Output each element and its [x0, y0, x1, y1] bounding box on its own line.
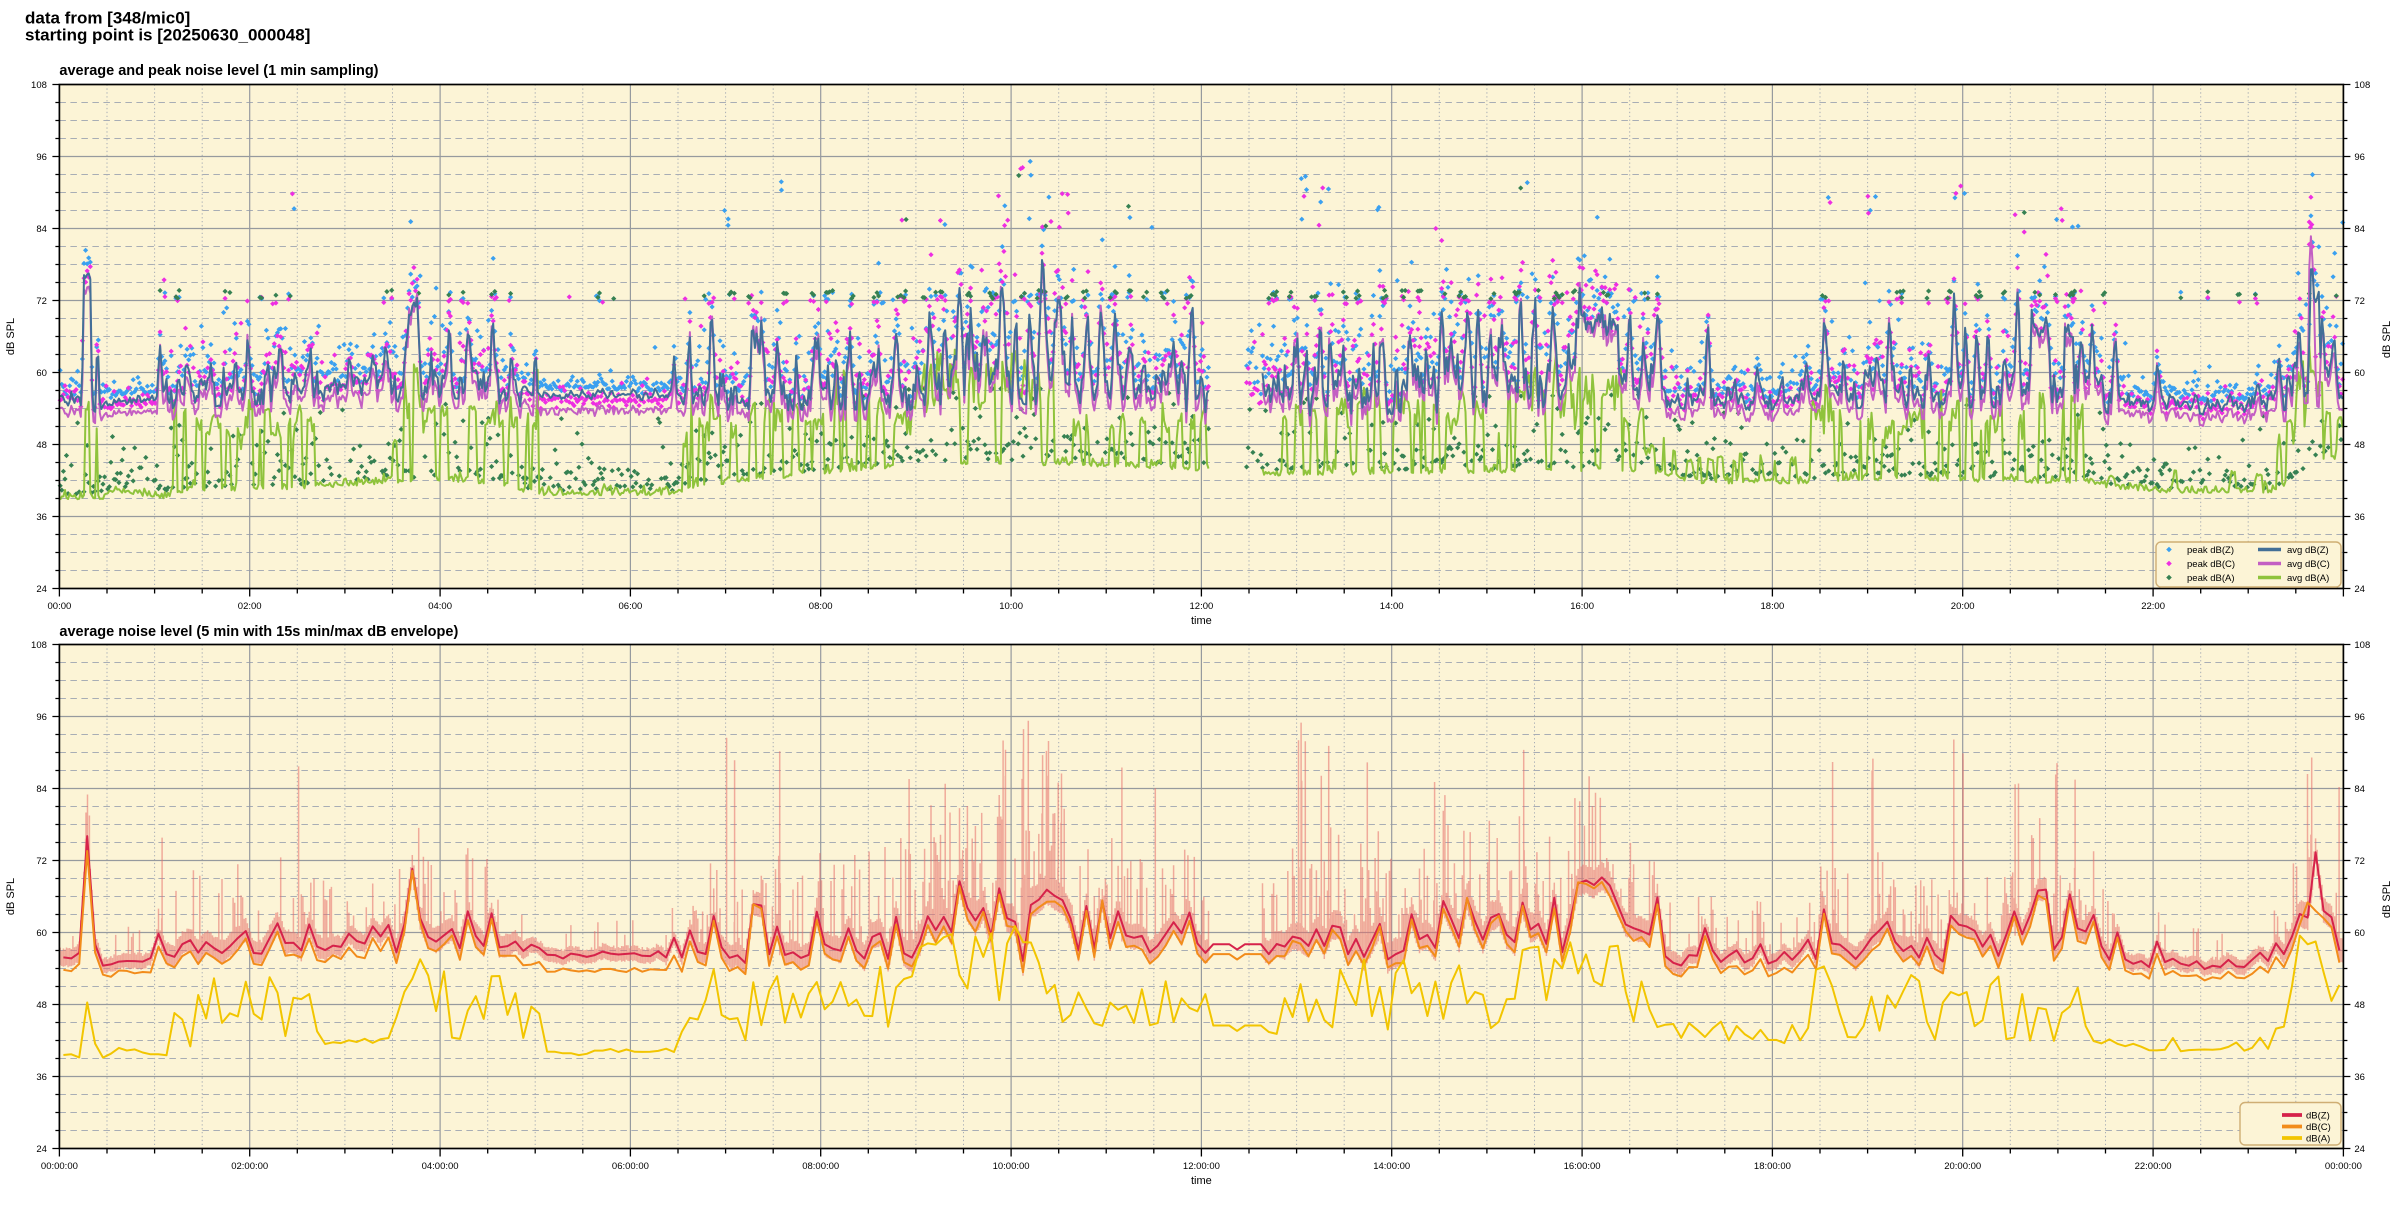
svg-text:00:00:00: 00:00:00 — [41, 1161, 78, 1172]
svg-text:06:00:00: 06:00:00 — [612, 1161, 649, 1172]
svg-text:00:00: 00:00 — [48, 601, 72, 612]
svg-text:avg dB(C): avg dB(C) — [2287, 559, 2330, 570]
svg-text:20:00: 20:00 — [1951, 601, 1975, 612]
svg-text:10:00:00: 10:00:00 — [993, 1161, 1030, 1172]
svg-text:72: 72 — [36, 296, 47, 307]
svg-text:84: 84 — [36, 224, 47, 235]
svg-text:60: 60 — [36, 928, 47, 939]
svg-text:08:00:00: 08:00:00 — [802, 1161, 839, 1172]
svg-text:22:00: 22:00 — [2141, 601, 2165, 612]
svg-text:24: 24 — [36, 584, 47, 595]
svg-text:dB(Z): dB(Z) — [2306, 1111, 2330, 1122]
svg-text:dB(C): dB(C) — [2306, 1122, 2331, 1133]
svg-text:60: 60 — [2354, 928, 2365, 939]
svg-text:96: 96 — [2354, 152, 2365, 163]
svg-text:peak dB(Z): peak dB(Z) — [2187, 545, 2234, 556]
svg-text:12:00: 12:00 — [1190, 601, 1214, 612]
svg-text:36: 36 — [2354, 1072, 2365, 1083]
svg-text:16:00: 16:00 — [1570, 601, 1594, 612]
svg-text:data from [348/mic0]: data from [348/mic0] — [25, 9, 190, 28]
svg-text:18:00: 18:00 — [1761, 601, 1785, 612]
svg-text:60: 60 — [2354, 368, 2365, 379]
svg-text:84: 84 — [36, 784, 47, 795]
svg-text:108: 108 — [2354, 80, 2370, 91]
svg-text:dB SPL: dB SPL — [2381, 881, 2393, 918]
svg-text:06:00: 06:00 — [619, 601, 643, 612]
svg-text:48: 48 — [2354, 440, 2365, 451]
svg-text:96: 96 — [36, 712, 47, 723]
svg-text:18:00:00: 18:00:00 — [1754, 1161, 1791, 1172]
svg-text:starting point is [20250630_00: starting point is [20250630_000048] — [25, 26, 310, 45]
svg-text:36: 36 — [36, 512, 47, 523]
svg-text:72: 72 — [2354, 856, 2365, 867]
svg-text:48: 48 — [36, 440, 47, 451]
svg-text:20:00:00: 20:00:00 — [1944, 1161, 1981, 1172]
svg-text:72: 72 — [2354, 296, 2365, 307]
svg-text:avg dB(A): avg dB(A) — [2287, 573, 2329, 584]
svg-text:dB(A): dB(A) — [2306, 1134, 2330, 1145]
svg-text:108: 108 — [31, 80, 47, 91]
svg-text:16:00:00: 16:00:00 — [1564, 1161, 1601, 1172]
svg-text:24: 24 — [2354, 1144, 2365, 1155]
svg-text:36: 36 — [2354, 512, 2365, 523]
svg-text:72: 72 — [36, 856, 47, 867]
svg-text:dB SPL: dB SPL — [5, 318, 17, 355]
svg-text:avg dB(Z): avg dB(Z) — [2287, 545, 2329, 556]
svg-text:dB SPL: dB SPL — [2381, 321, 2393, 358]
svg-text:48: 48 — [36, 1000, 47, 1011]
svg-text:04:00:00: 04:00:00 — [422, 1161, 459, 1172]
svg-text:04:00: 04:00 — [428, 601, 452, 612]
svg-text:96: 96 — [2354, 712, 2365, 723]
svg-text:84: 84 — [2354, 224, 2365, 235]
svg-text:average noise level (5 min wit: average noise level (5 min with 15s min/… — [59, 624, 458, 640]
svg-text:02:00: 02:00 — [238, 601, 262, 612]
svg-text:108: 108 — [2354, 640, 2370, 651]
svg-text:84: 84 — [2354, 784, 2365, 795]
svg-text:peak dB(C): peak dB(C) — [2187, 559, 2235, 570]
svg-text:time: time — [1191, 615, 1212, 627]
svg-text:24: 24 — [36, 1144, 47, 1155]
svg-text:02:00:00: 02:00:00 — [231, 1161, 268, 1172]
svg-text:dB SPL: dB SPL — [5, 878, 17, 915]
svg-text:time: time — [1191, 1175, 1212, 1187]
svg-text:14:00:00: 14:00:00 — [1373, 1161, 1410, 1172]
svg-text:14:00: 14:00 — [1380, 601, 1404, 612]
svg-text:22:00:00: 22:00:00 — [2135, 1161, 2172, 1172]
svg-text:60: 60 — [36, 368, 47, 379]
svg-text:10:00: 10:00 — [999, 601, 1023, 612]
svg-text:12:00:00: 12:00:00 — [1183, 1161, 1220, 1172]
svg-text:00:00:00: 00:00:00 — [2325, 1161, 2362, 1172]
svg-text:08:00: 08:00 — [809, 601, 833, 612]
svg-text:average and peak noise level (: average and peak noise level (1 min samp… — [59, 63, 378, 79]
svg-text:48: 48 — [2354, 1000, 2365, 1011]
svg-text:peak dB(A): peak dB(A) — [2187, 573, 2235, 584]
svg-text:36: 36 — [36, 1072, 47, 1083]
svg-text:24: 24 — [2354, 584, 2365, 595]
svg-text:108: 108 — [31, 640, 47, 651]
svg-text:96: 96 — [36, 152, 47, 163]
